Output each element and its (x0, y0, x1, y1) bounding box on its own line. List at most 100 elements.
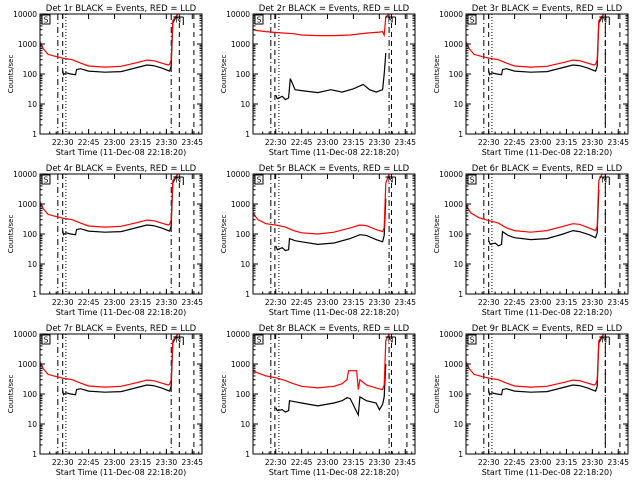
corner-box-s (254, 14, 264, 25)
x-tick-label: 23:00 (104, 458, 126, 467)
plot-frame (465, 173, 629, 295)
events-series-line (275, 198, 387, 252)
x-tick-label: 23:00 (104, 298, 126, 307)
x-tick-label: 22:30 (265, 138, 287, 147)
x-tick-label: 22:30 (265, 458, 287, 467)
y-tick-label: 10 (240, 260, 250, 269)
y-tick-label: 100 (236, 70, 251, 79)
y-tick-label: 100 (236, 390, 251, 399)
x-tick-label: 22:30 (52, 298, 74, 307)
y-tick-label: 10 (27, 260, 37, 269)
x-tick-label: 23:15 (343, 458, 365, 467)
corner-box-s (254, 174, 264, 185)
y-tick-label: 100 (449, 230, 464, 239)
y-axis-label: Counts/sec (7, 55, 15, 94)
x-tick-label: 23:15 (556, 298, 578, 307)
x-tick-label: 23:45 (607, 138, 629, 147)
y-tick-label: 10 (27, 420, 37, 429)
x-tick-label: 23:30 (369, 138, 391, 147)
x-tick-label: 23:45 (394, 298, 416, 307)
y-axis-label: Counts/sec (7, 375, 15, 414)
x-tick-label: 23:00 (317, 458, 339, 467)
x-tick-label: 23:45 (607, 298, 629, 307)
corner-box-s (41, 174, 51, 185)
chart-title: Det 2r BLACK = Events, RED = LLD (259, 4, 410, 14)
x-tick-label: 23:15 (343, 298, 365, 307)
x-tick-label: 23:30 (369, 298, 391, 307)
x-axis-label: Start Time (11-Dec-08 22:18:20) (482, 308, 613, 317)
events-series-line (275, 52, 387, 101)
x-tick-label: 23:15 (556, 138, 578, 147)
chart-panel: Det 7r BLACK = Events, RED = LLD Counts/s… (7, 324, 203, 477)
y-tick-label: 1000 (444, 360, 463, 369)
lld-series-line (39, 333, 179, 388)
corner-label-s: S (257, 16, 262, 25)
y-tick-label: 1000 (18, 360, 37, 369)
corner-box-s (41, 334, 51, 345)
x-axis-label: Start Time (11-Dec-08 22:18:20) (269, 148, 400, 157)
x-tick-label: 23:00 (317, 298, 339, 307)
y-tick-label: 10000 (226, 10, 250, 19)
y-tick-label: 1000 (444, 40, 463, 49)
corner-label-s: S (470, 16, 475, 25)
corner-label-s: S (257, 336, 262, 345)
lld-series-line (252, 173, 390, 235)
corner-box-s (467, 14, 477, 25)
y-tick-label: 10 (240, 420, 250, 429)
x-tick-label: 23:00 (104, 138, 126, 147)
x-axis-label: Start Time (11-Dec-08 22:18:20) (482, 148, 613, 157)
x-tick-label: 23:00 (317, 138, 339, 147)
x-tick-label: 23:45 (181, 298, 203, 307)
y-tick-label: 1 (32, 450, 37, 459)
y-tick-label: 10 (453, 100, 463, 109)
chart-panel: Det 2r BLACK = Events, RED = LLD Counts/s… (220, 4, 416, 157)
y-tick-label: 1000 (18, 200, 37, 209)
chart-title: Det 3r BLACK = Events, RED = LLD (472, 4, 623, 14)
y-axis-label: Counts/sec (220, 55, 228, 94)
x-tick-label: 23:30 (582, 138, 604, 147)
x-tick-label: 23:45 (394, 138, 416, 147)
events-series-line (488, 189, 600, 247)
x-tick-label: 23:30 (156, 138, 178, 147)
corner-label-s: S (470, 336, 475, 345)
chart-title: Det 7r BLACK = Events, RED = LLD (46, 324, 197, 334)
y-tick-label: 10 (453, 420, 463, 429)
x-tick-label: 22:30 (478, 458, 500, 467)
lld-series-line (465, 13, 605, 68)
y-tick-label: 100 (449, 70, 464, 79)
x-tick-label: 23:30 (156, 458, 178, 467)
x-tick-label: 22:45 (291, 458, 313, 467)
y-tick-label: 1000 (231, 200, 250, 209)
chart-title: Det 1r BLACK = Events, RED = LLD (46, 4, 197, 14)
corner-label-s: S (44, 176, 49, 185)
x-tick-label: 22:30 (52, 458, 74, 467)
x-tick-label: 23:45 (181, 138, 203, 147)
x-tick-label: 22:45 (78, 138, 100, 147)
chart-panel: Det 5r BLACK = Events, RED = LLD Counts/s… (220, 164, 416, 317)
y-tick-label: 10 (453, 260, 463, 269)
corner-label-n: N (602, 336, 608, 345)
events-series-line (62, 173, 179, 236)
corner-label-n: N (602, 16, 608, 25)
lld-series-line (252, 13, 390, 38)
y-axis-label: Counts/sec (433, 215, 441, 254)
corner-label-s: S (257, 176, 262, 185)
y-tick-label: 1 (245, 130, 250, 139)
x-axis-label: Start Time (11-Dec-08 22:18:20) (56, 148, 187, 157)
corner-box-s (467, 174, 477, 185)
x-tick-label: 22:30 (478, 138, 500, 147)
events-series-line (62, 333, 179, 396)
chart-title: Det 4r BLACK = Events, RED = LLD (46, 164, 197, 174)
y-axis-label: Counts/sec (220, 375, 228, 414)
x-axis-label: Start Time (11-Dec-08 22:18:20) (482, 468, 613, 477)
x-tick-label: 22:30 (265, 298, 287, 307)
lld-series-line (465, 333, 605, 388)
x-tick-label: 23:15 (130, 298, 152, 307)
x-tick-label: 23:15 (556, 458, 578, 467)
y-tick-label: 1 (32, 130, 37, 139)
events-series-line (275, 363, 387, 418)
x-tick-label: 23:15 (130, 458, 152, 467)
y-tick-label: 1000 (231, 40, 250, 49)
x-axis-label: Start Time (11-Dec-08 22:18:20) (56, 308, 187, 317)
